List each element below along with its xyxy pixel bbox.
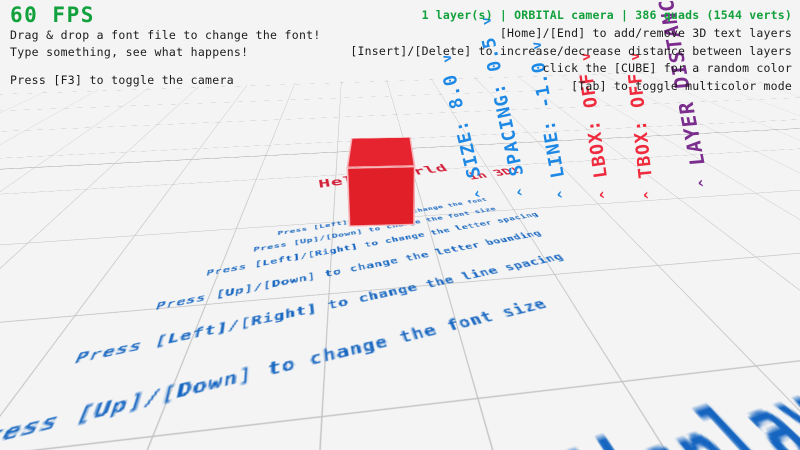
chevron-down-icon: v bbox=[439, 51, 456, 64]
chevron-down-icon: v bbox=[478, 14, 496, 27]
cube-object[interactable] bbox=[346, 137, 416, 227]
chevron-up-icon: ^ bbox=[696, 177, 714, 188]
chevron-down-icon: v bbox=[627, 50, 644, 62]
chevron-down-icon: v bbox=[578, 50, 595, 62]
cube-face-back bbox=[346, 165, 416, 227]
chevron-up-icon: ^ bbox=[642, 189, 658, 200]
chevron-down-icon: v bbox=[529, 39, 546, 51]
cube-face-top bbox=[346, 137, 416, 168]
